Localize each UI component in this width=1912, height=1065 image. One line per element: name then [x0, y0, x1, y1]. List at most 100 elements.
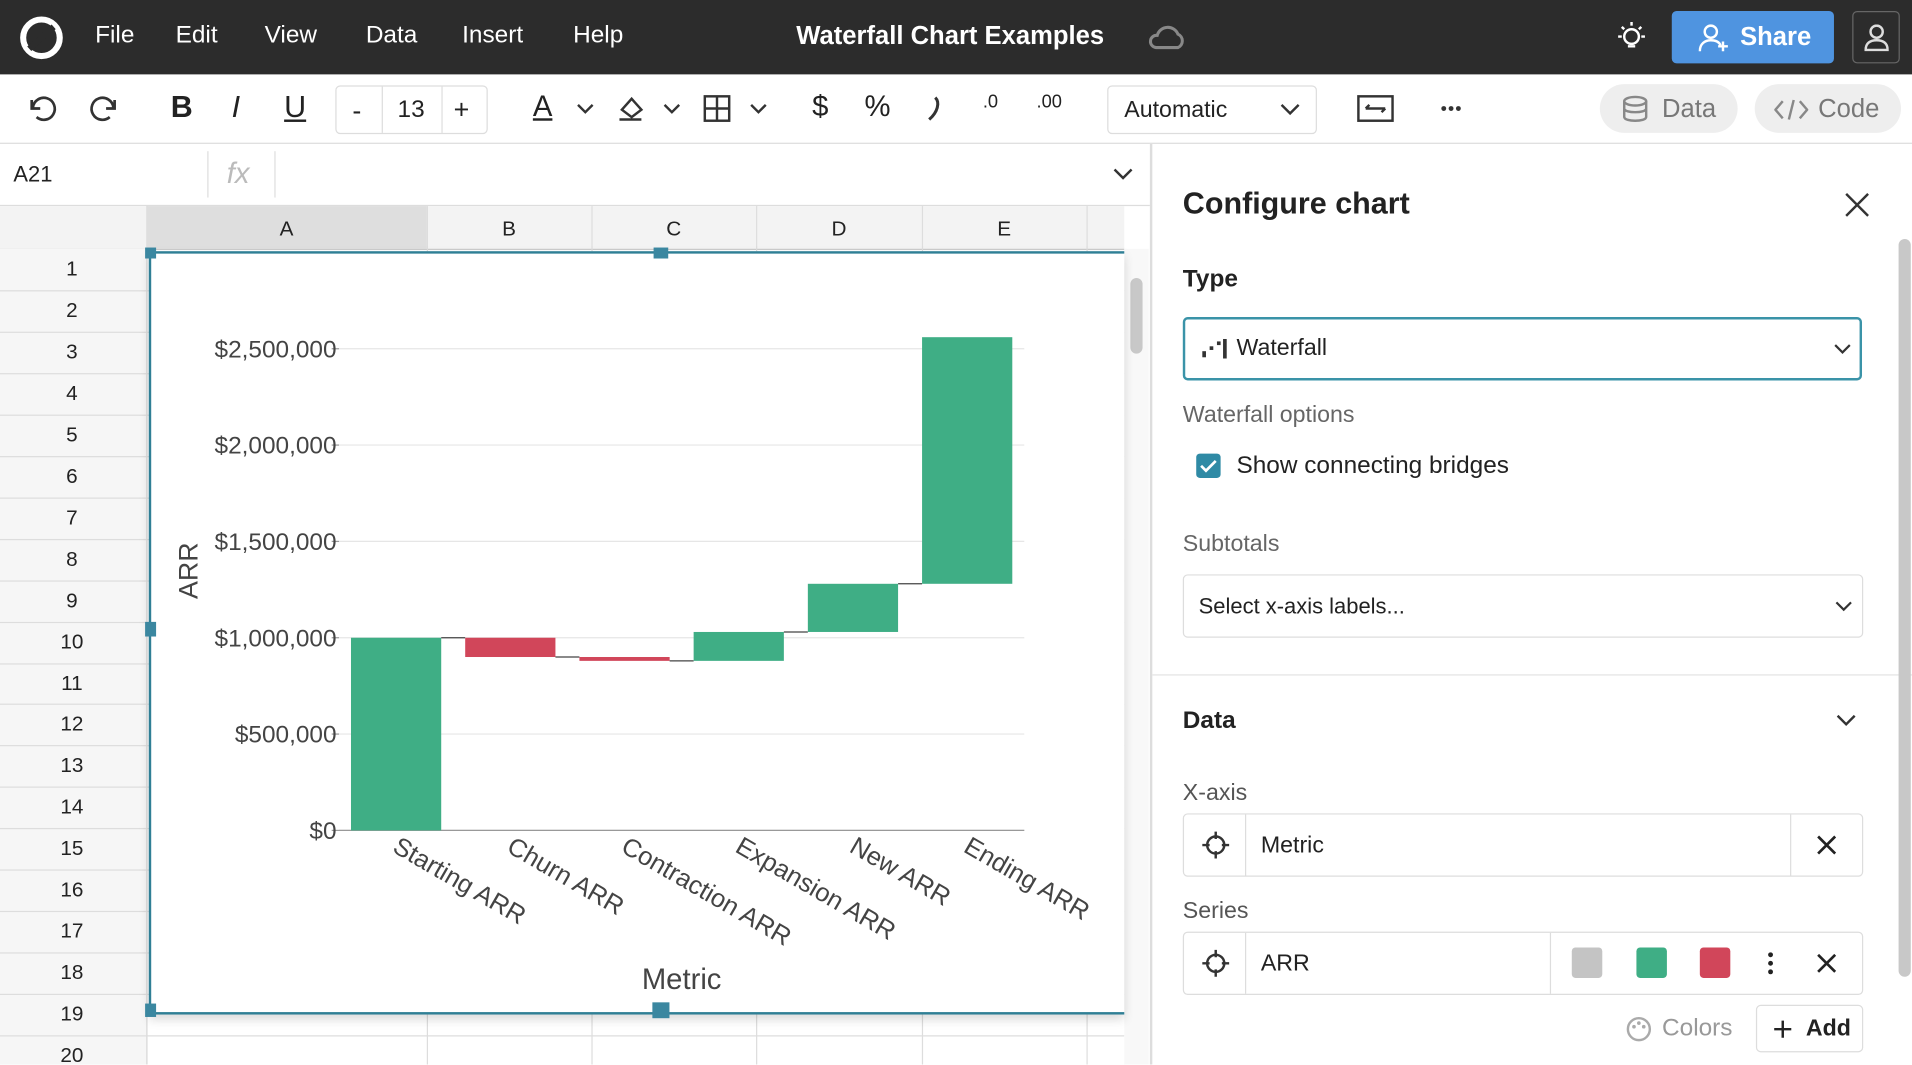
bar	[579, 657, 670, 661]
row-header[interactable]: 1	[66, 257, 78, 281]
add-label: Add	[1805, 1015, 1851, 1042]
y-tick-label: $1,000,000	[215, 625, 337, 652]
row-header[interactable]: 13	[60, 754, 84, 778]
row-header[interactable]: 18	[60, 961, 84, 985]
colors-button[interactable]: Colors	[1662, 1014, 1733, 1042]
row-header[interactable]: 15	[60, 836, 84, 861]
panel-title: Configure chart	[1182, 186, 1410, 221]
row-header[interactable]: 4	[66, 381, 78, 405]
type-select[interactable]: Waterfall	[1182, 317, 1863, 381]
column-header[interactable]: D	[831, 217, 847, 241]
panel-scrollbar[interactable]	[1898, 239, 1911, 977]
column-header[interactable]: A	[279, 217, 294, 241]
row-header[interactable]: 11	[61, 671, 83, 695]
row-header[interactable]: 7	[66, 505, 78, 529]
close-panel[interactable]	[1844, 191, 1871, 218]
menu-item[interactable]: Help	[573, 21, 624, 49]
target-icon[interactable]	[1201, 949, 1230, 978]
series-menu[interactable]	[1767, 951, 1774, 975]
xaxis-value: Metric	[1260, 832, 1324, 859]
remove-series[interactable]	[1817, 953, 1837, 974]
y-tick-label: $2,000,000	[215, 433, 337, 460]
doc-title[interactable]: Waterfall Chart Examples	[796, 21, 1105, 50]
undo-redo[interactable]	[24, 93, 122, 125]
series-color-swatch[interactable]	[1699, 947, 1731, 978]
font-size-plus[interactable]: +	[453, 93, 470, 125]
logo[interactable]	[20, 15, 64, 61]
menu-item[interactable]: Data	[365, 21, 418, 49]
data-section[interactable]: Data	[1182, 707, 1236, 735]
text-color-button[interactable]: A	[532, 90, 553, 124]
y-tick-label: $2,500,000	[215, 336, 337, 363]
row-header[interactable]: 5	[66, 422, 78, 447]
row-header[interactable]: 9	[66, 588, 78, 612]
menu-item[interactable]: View	[264, 21, 318, 49]
bold-button[interactable]: B	[170, 90, 193, 125]
row-header[interactable]: 20	[60, 1043, 84, 1065]
options-label: Waterfall options	[1182, 402, 1355, 429]
increase-decimals[interactable]: .00	[1036, 91, 1062, 113]
subtotals-placeholder: Select x-axis labels...	[1198, 593, 1405, 619]
number-format-select[interactable]: Automatic	[1107, 85, 1317, 135]
theme-icon[interactable]	[1616, 21, 1648, 55]
sheet-scrollbar[interactable]	[1124, 248, 1149, 1065]
cell-reference[interactable]: A21	[13, 162, 53, 187]
format-icons[interactable]	[573, 93, 768, 125]
column-header[interactable]: E	[997, 217, 1012, 241]
expand-formula[interactable]	[1112, 166, 1134, 183]
series-value: ARR	[1260, 951, 1310, 977]
currency-button[interactable]: $	[812, 90, 829, 124]
decrease-decimals[interactable]: .0	[982, 91, 999, 113]
font-size-value[interactable]: 13	[397, 96, 425, 124]
panel-divider	[1149, 143, 1153, 1065]
top-bar	[0, 0, 1912, 75]
remove-xaxis[interactable]	[1817, 835, 1837, 855]
code-label: Code	[1818, 95, 1880, 124]
row-header[interactable]: 10	[60, 629, 84, 654]
series-color-swatch[interactable]	[1571, 947, 1603, 978]
collapse-data[interactable]	[1835, 712, 1857, 729]
share-label: Share	[1740, 23, 1812, 52]
comma-button[interactable]	[924, 95, 944, 124]
bridges-option[interactable]: Show connecting bridges	[1236, 452, 1509, 480]
user-icon	[1864, 24, 1889, 52]
row-header[interactable]: 19	[60, 1002, 84, 1026]
subtotals-select[interactable]: Select x-axis labels...	[1182, 574, 1864, 638]
row-header[interactable]: 16	[60, 878, 84, 902]
code-button[interactable]: Code	[1754, 84, 1902, 133]
font-size-minus[interactable]: -	[352, 95, 362, 126]
series-color-swatch[interactable]	[1635, 947, 1667, 978]
share-button[interactable]: Share	[1671, 10, 1834, 64]
row-header[interactable]: 12	[60, 712, 84, 736]
data-button[interactable]: Data	[1599, 84, 1738, 133]
row-header[interactable]: 3	[66, 340, 78, 364]
xaxis-label: X-axis	[1182, 780, 1248, 807]
menu-item[interactable]: File	[95, 21, 135, 49]
waterfall-icon	[1202, 338, 1227, 359]
percent-button[interactable]: %	[864, 90, 891, 124]
add-series-button[interactable]: Add	[1755, 1004, 1864, 1053]
menu-item[interactable]: Insert	[462, 21, 524, 49]
x-tick-label: Ending ARR	[959, 832, 1094, 926]
underline-button[interactable]: U	[284, 90, 307, 125]
subtotals-label: Subtotals	[1182, 531, 1280, 558]
column-header[interactable]: B	[502, 217, 517, 241]
cloud-icon	[1148, 25, 1184, 50]
x-axis-title: Metric	[642, 964, 722, 996]
row-header[interactable]: 8	[66, 547, 78, 571]
resize-handles[interactable]	[145, 247, 670, 1019]
more-icons[interactable]	[1356, 93, 1478, 125]
bridges-checkbox[interactable]	[1195, 452, 1222, 479]
bar	[465, 637, 556, 658]
italic-button[interactable]: I	[231, 90, 241, 125]
target-icon[interactable]	[1201, 830, 1230, 859]
row-header[interactable]: 6	[66, 464, 78, 488]
fx-box: fx	[207, 151, 276, 198]
account-button[interactable]	[1852, 10, 1900, 64]
row-header[interactable]: 14	[60, 795, 84, 819]
menu-item[interactable]: Edit	[175, 21, 218, 49]
row-header[interactable]: 2	[66, 298, 78, 322]
column-header[interactable]: C	[666, 217, 682, 241]
row-header[interactable]: 17	[60, 919, 84, 943]
bar	[693, 631, 784, 661]
